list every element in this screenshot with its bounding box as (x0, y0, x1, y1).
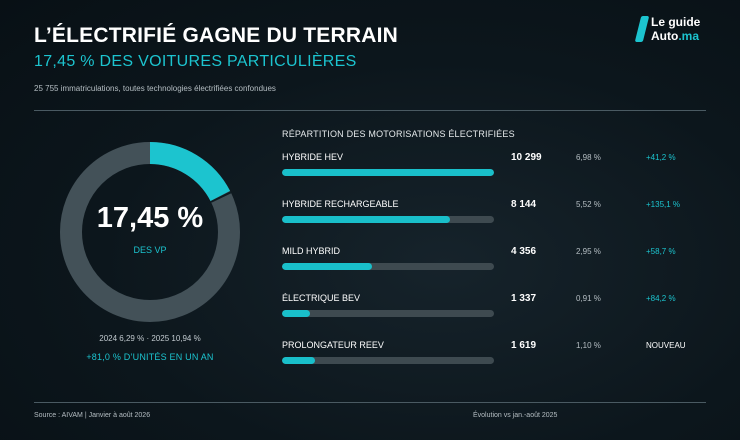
bar-track (282, 216, 494, 223)
row-label: HYBRIDE HEV (282, 152, 344, 162)
row-label: MILD HYBRID (282, 246, 341, 256)
page-title: L’ÉLECTRIFIÉ GAGNE DU TERRAIN (34, 24, 398, 47)
source-note: Source : AIVAM | Janvier à août 2026 (34, 412, 151, 419)
row-change: +41,2 % (646, 153, 676, 162)
row-share: 6,98 % (576, 153, 601, 162)
year-2025-value: 2025 10,94 % (151, 334, 201, 343)
bar-track (282, 310, 494, 317)
bar-fill (282, 169, 494, 176)
row-label: ÉLECTRIQUE BEV (282, 293, 361, 303)
donut-value: 17,45 % (96, 202, 204, 234)
breakdown-title: RÉPARTITION DES MOTORISATIONS ÉLECTRIFIÉ… (282, 129, 515, 139)
row-count: 4 356 (511, 246, 537, 257)
year-2024-value: 2024 6,29 % (99, 334, 145, 343)
row-change: +84,2 % (646, 294, 676, 303)
breakdown-row: HYBRIDE RECHARGEABLE 8 144 5,52 % +135,1 % (0, 199, 740, 229)
year-comparison: 2024 6,29 % · 2025 10,94 % (60, 334, 240, 343)
row-label: PROLONGATEUR REEV (282, 340, 384, 350)
row-share: 0,91 % (576, 294, 601, 303)
logo-line2-main: Auto (651, 29, 679, 43)
breakdown-row: PROLONGATEUR REEV 1 619 1,10 % NOUVEAU (0, 340, 740, 370)
bottom-divider (34, 402, 706, 403)
row-change: +58,7 % (646, 247, 676, 256)
yearly-growth: +81,0 % D’UNITÉS EN UN AN (86, 352, 214, 362)
row-change: +135,1 % (646, 200, 681, 209)
donut-electrified-arc (149, 142, 231, 202)
bar-track (282, 357, 494, 364)
breakdown-row: MILD HYBRID 4 356 2,95 % +58,7 % (0, 246, 740, 276)
row-count: 8 144 (511, 199, 537, 210)
page-subtitle: 17,45 % DES VOITURES PARTICULIÈRES (34, 53, 357, 70)
bar-fill (282, 357, 316, 364)
top-divider (34, 110, 706, 111)
bar-fill (282, 216, 450, 223)
donut-separator (210, 191, 232, 203)
share-donut-chart (60, 142, 240, 322)
logo-mark-icon (634, 16, 650, 42)
row-change: NOUVEAU (646, 341, 686, 350)
bar-track (282, 169, 494, 176)
logo-line2-accent: .ma (678, 29, 700, 43)
logo-line2: Auto.ma (651, 29, 699, 43)
row-share: 2,95 % (576, 247, 601, 256)
donut-caption: DES VP (133, 245, 167, 255)
bar-fill (282, 263, 372, 270)
logo-line1: Le guide (651, 15, 701, 29)
brand-logo[interactable]: Le guide Auto.ma (634, 14, 712, 46)
breakdown-row: HYBRIDE HEV 10 299 6,98 % +41,2 % (0, 152, 740, 182)
registrations-note: 25 755 immatriculations, toutes technolo… (34, 84, 276, 93)
row-count: 10 299 (511, 152, 542, 163)
evolution-note: Évolution vs jan.-août 2025 (473, 412, 558, 419)
row-share: 1,10 % (576, 341, 601, 350)
row-count: 1 619 (511, 340, 537, 351)
bar-track (282, 263, 494, 270)
bar-fill (282, 310, 310, 317)
breakdown-row: ÉLECTRIQUE BEV 1 337 0,91 % +84,2 % (0, 293, 740, 323)
row-share: 5,52 % (576, 200, 601, 209)
row-count: 1 337 (511, 293, 537, 304)
row-label: HYBRIDE RECHARGEABLE (282, 199, 399, 209)
year-separator: · (146, 334, 150, 343)
